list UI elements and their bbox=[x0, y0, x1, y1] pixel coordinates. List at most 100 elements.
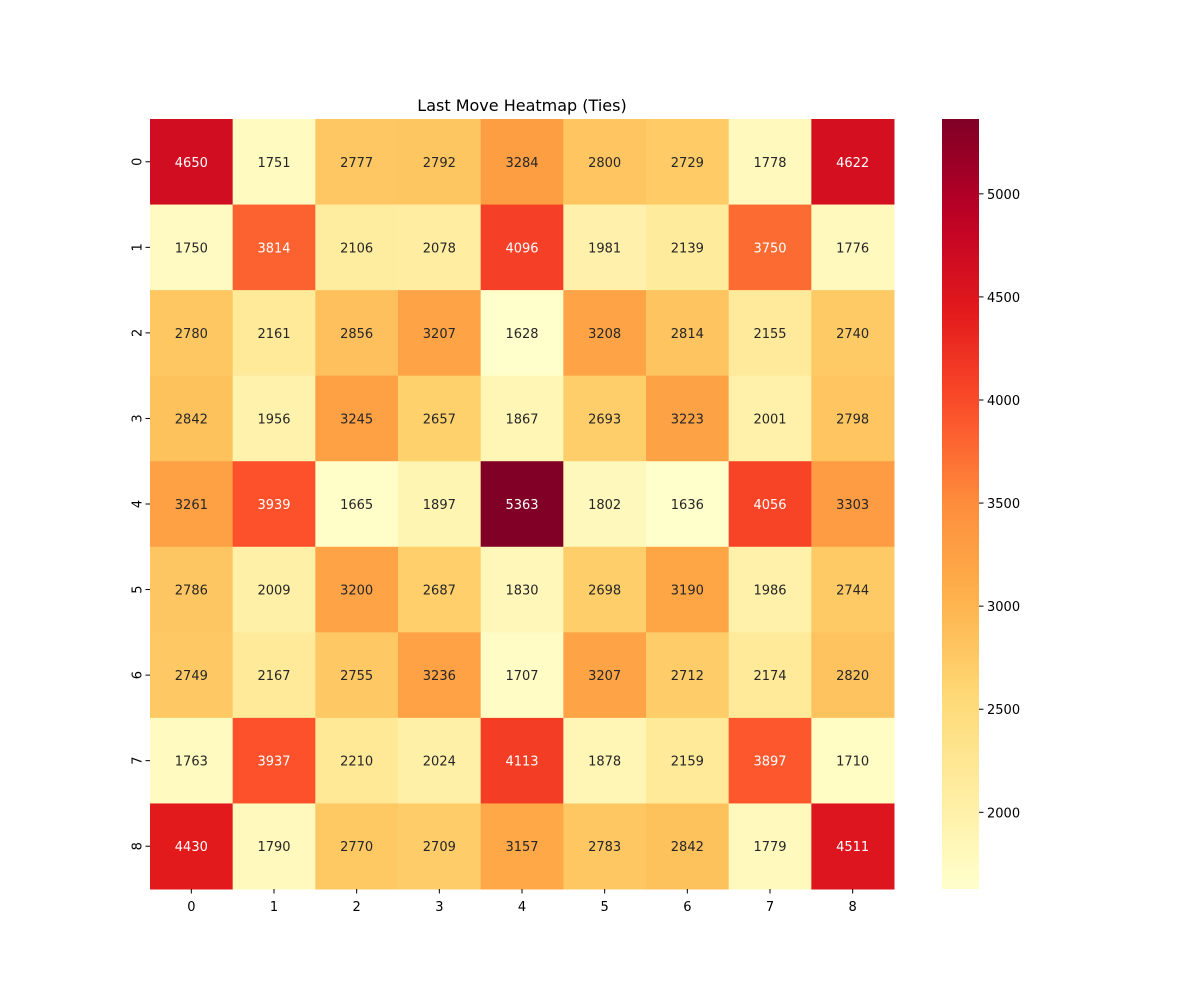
heatmap-cell-r8-c1 bbox=[232, 803, 316, 890]
heatmap-cell-r0-c0 bbox=[150, 119, 234, 206]
heatmap-cell-r7-c7 bbox=[728, 717, 812, 804]
cell-label-r6-c8: 2820 bbox=[836, 669, 869, 684]
heatmap-cell-r2-c7 bbox=[728, 290, 812, 377]
cell-label-r8-c7: 1779 bbox=[753, 840, 786, 855]
cell-label-r5-c3: 2687 bbox=[423, 584, 456, 599]
cell-label-r6-c0: 2749 bbox=[175, 669, 208, 684]
cell-label-r0-c7: 1778 bbox=[753, 156, 786, 171]
cell-label-r4-c2: 1665 bbox=[340, 498, 373, 513]
cell-label-r1-c8: 1776 bbox=[836, 241, 869, 256]
heatmap-cell-r3-c7 bbox=[728, 375, 812, 462]
cell-label-r5-c0: 2786 bbox=[175, 584, 208, 599]
cell-label-r2-c1: 2161 bbox=[257, 327, 290, 342]
cell-label-r1-c4: 4096 bbox=[505, 241, 538, 256]
heatmap-cell-r8-c7 bbox=[728, 803, 812, 890]
cell-label-r5-c1: 2009 bbox=[257, 584, 290, 599]
cell-label-r8-c1: 1790 bbox=[257, 840, 290, 855]
chart-title: Last Move Heatmap (Ties) bbox=[417, 96, 626, 115]
heatmap-cell-r4-c0 bbox=[150, 461, 234, 548]
heatmap-cell-r7-c3 bbox=[398, 717, 482, 804]
cell-label-r7-c3: 2024 bbox=[423, 755, 456, 770]
cell-label-r5-c8: 2744 bbox=[836, 584, 869, 599]
heatmap-cell-r6-c7 bbox=[728, 632, 812, 719]
cell-label-r7-c5: 1878 bbox=[588, 755, 621, 770]
cell-label-r7-c0: 1763 bbox=[175, 755, 208, 770]
heatmap-cell-r2-c2 bbox=[315, 290, 399, 377]
heatmap-cell-r1-c5 bbox=[563, 204, 647, 291]
cell-label-r4-c5: 1802 bbox=[588, 498, 621, 513]
heatmap-cell-r3-c1 bbox=[232, 375, 316, 462]
heatmap-cell-r4-c2 bbox=[315, 461, 399, 548]
heatmap-cell-r4-c6 bbox=[646, 461, 730, 548]
heatmap-cell-r7-c6 bbox=[646, 717, 730, 804]
heatmap-cell-r4-c5 bbox=[563, 461, 647, 548]
heatmap-cell-r8-c0 bbox=[150, 803, 234, 890]
cell-label-r1-c2: 2106 bbox=[340, 241, 373, 256]
heatmap-cell-r7-c0 bbox=[150, 717, 234, 804]
cell-label-r0-c8: 4622 bbox=[836, 156, 869, 171]
heatmap-cell-r5-c5 bbox=[563, 546, 647, 633]
cell-label-r4-c1: 3939 bbox=[257, 498, 290, 513]
cell-label-r0-c0: 4650 bbox=[175, 156, 208, 171]
cell-label-r7-c6: 2159 bbox=[671, 755, 704, 770]
colorbar-tick-label-0: 2000 bbox=[987, 806, 1020, 821]
x-tick-label-3: 3 bbox=[435, 900, 443, 915]
heatmap-cell-r5-c7 bbox=[728, 546, 812, 633]
cell-label-r7-c8: 1710 bbox=[836, 755, 869, 770]
cell-label-r3-c1: 1956 bbox=[257, 412, 290, 427]
cell-label-r1-c7: 3750 bbox=[753, 241, 786, 256]
cell-label-r3-c5: 2693 bbox=[588, 412, 621, 427]
heatmap-cell-r2-c8 bbox=[811, 290, 895, 377]
cell-label-r3-c2: 3245 bbox=[340, 412, 373, 427]
heatmap-cell-r6-c0 bbox=[150, 632, 234, 719]
colorbar-tick-label-1: 2500 bbox=[987, 703, 1020, 718]
heatmap-cell-r0-c5 bbox=[563, 119, 647, 206]
heatmap-cell-r0-c8 bbox=[811, 119, 895, 206]
heatmap-cell-r4-c4 bbox=[480, 461, 564, 548]
colorbar: 2000 2500 3000 3500 4000 4500 5000 bbox=[942, 119, 1020, 889]
cell-label-r4-c3: 1897 bbox=[423, 498, 456, 513]
cell-label-r2-c6: 2814 bbox=[671, 327, 704, 342]
heatmap-cell-r0-c1 bbox=[232, 119, 316, 206]
cell-label-r3-c7: 2001 bbox=[753, 412, 786, 427]
heatmap-cell-r6-c8 bbox=[811, 632, 895, 719]
cell-label-r8-c6: 2842 bbox=[671, 840, 704, 855]
x-tick-label-5: 5 bbox=[601, 900, 609, 915]
heatmap-cell-r7-c4 bbox=[480, 717, 564, 804]
cell-label-r2-c0: 2780 bbox=[175, 327, 208, 342]
heatmap-cell-r4-c7 bbox=[728, 461, 812, 548]
cell-label-r0-c6: 2729 bbox=[671, 156, 704, 171]
cell-label-r8-c0: 4430 bbox=[175, 840, 208, 855]
heatmap-cell-r4-c8 bbox=[811, 461, 895, 548]
cell-label-r1-c0: 1750 bbox=[175, 241, 208, 256]
cell-label-r3-c3: 2657 bbox=[423, 412, 456, 427]
heatmap-cell-r6-c2 bbox=[315, 632, 399, 719]
x-tick-label-6: 6 bbox=[683, 900, 691, 915]
cell-label-r7-c4: 4113 bbox=[505, 755, 538, 770]
heatmap-cell-r2-c0 bbox=[150, 290, 234, 377]
cell-label-r8-c5: 2783 bbox=[588, 840, 621, 855]
cell-label-r0-c2: 2777 bbox=[340, 156, 373, 171]
cell-label-r2-c3: 3207 bbox=[423, 327, 456, 342]
heatmap-cell-r4-c3 bbox=[398, 461, 482, 548]
cell-label-r6-c3: 3236 bbox=[423, 669, 456, 684]
y-tick-label-0: 0 bbox=[131, 158, 146, 166]
heatmap-cell-r7-c1 bbox=[232, 717, 316, 804]
y-tick-label-8: 8 bbox=[131, 842, 146, 850]
colorbar-ticks: 2000 2500 3000 3500 4000 4500 5000 bbox=[979, 188, 1020, 821]
heatmap-cell-r2-c6 bbox=[646, 290, 730, 377]
heatmap-cell-r0-c2 bbox=[315, 119, 399, 206]
heatmap-cell-r7-c8 bbox=[811, 717, 895, 804]
heatmap-cell-r3-c5 bbox=[563, 375, 647, 462]
cell-label-r1-c5: 1981 bbox=[588, 241, 621, 256]
heatmap-cell-r8-c8 bbox=[811, 803, 895, 890]
cell-label-r4-c8: 3303 bbox=[836, 498, 869, 513]
cell-label-r5-c6: 3190 bbox=[671, 584, 704, 599]
cell-label-r1-c3: 2078 bbox=[423, 241, 456, 256]
colorbar-tick-label-2: 3000 bbox=[987, 600, 1020, 615]
heatmap-cell-r5-c6 bbox=[646, 546, 730, 633]
cell-label-r1-c6: 2139 bbox=[671, 241, 704, 256]
cell-label-r5-c2: 3200 bbox=[340, 584, 373, 599]
x-tick-label-8: 8 bbox=[849, 900, 857, 915]
heatmap-cell-r2-c3 bbox=[398, 290, 482, 377]
